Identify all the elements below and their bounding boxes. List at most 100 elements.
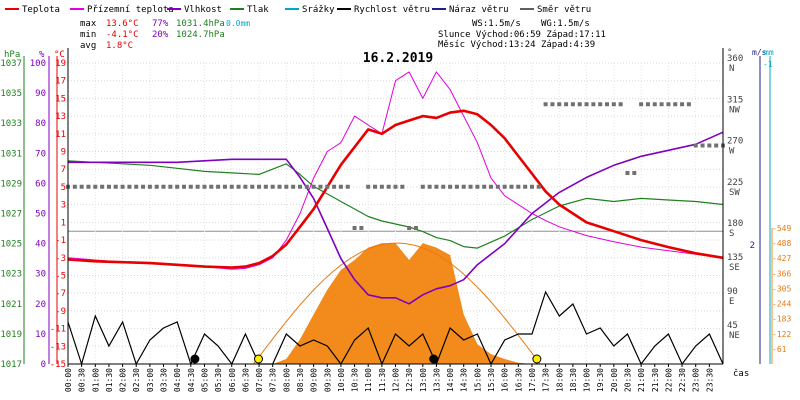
wind-direction-marker	[550, 102, 555, 107]
direction-degree-label: 45	[727, 321, 738, 331]
info-moon: Měsíc Východ:13:24 Západ:4:39	[438, 40, 595, 50]
wind-direction-marker	[141, 184, 146, 189]
wind-direction-marker	[291, 184, 296, 189]
temperature-tick-label: -7	[55, 289, 66, 299]
x-tick-label: 22:30	[678, 368, 687, 392]
direction-compass-label: E	[729, 297, 734, 307]
wind-direction-marker	[536, 184, 541, 189]
wind-direction-marker	[72, 184, 77, 189]
solar-tick-label: -122	[772, 330, 791, 339]
x-tick-label: 20:30	[624, 368, 633, 392]
wind-direction-marker	[407, 226, 412, 230]
wind-direction-marker	[147, 184, 152, 189]
wind-direction-marker	[686, 102, 691, 107]
direction-degree-label: 360	[727, 54, 743, 64]
humidity-tick-label: 30	[35, 270, 46, 280]
pressure-tick-label: 1027	[0, 210, 22, 220]
x-tick-label: 08:00	[282, 368, 291, 392]
solar-tick-label: -427	[772, 254, 791, 263]
x-tick-label: 07:30	[269, 368, 278, 392]
wind-direction-marker	[468, 184, 473, 189]
wind-direction-marker	[120, 184, 125, 189]
x-tick-label: 04:00	[173, 368, 182, 392]
wind-direction-marker	[345, 184, 350, 189]
temperature-tick-label: -11	[50, 325, 66, 335]
wind-direction-marker	[243, 184, 248, 189]
wind-direction-marker	[482, 184, 487, 189]
x-tick-label: 11:30	[378, 368, 387, 392]
x-tick-label: 05:30	[214, 368, 223, 392]
temperature-tick-label: 3	[61, 201, 66, 211]
ground-temperature-line	[67, 71, 724, 270]
legend-item-label: Směr větru	[537, 5, 591, 15]
wind-direction-marker	[707, 143, 712, 148]
wind-direction-marker	[598, 102, 603, 107]
temperature-tick-label: -15	[50, 360, 66, 370]
wind-direction-marker	[420, 184, 425, 189]
legend-item-label: Vlhkost	[184, 5, 222, 15]
x-tick-label: 19:30	[596, 368, 605, 392]
stat-max-rain: 0.0mm	[226, 19, 250, 28]
legend: Teplota Přízemní teplota Vlhkost Tlak Srážky…	[5, 5, 591, 15]
wind-direction-marker	[113, 184, 118, 189]
wind-direction-marker	[591, 102, 596, 107]
wind-direction-marker	[427, 184, 432, 189]
x-tick-label: 23:30	[705, 368, 714, 392]
pressure-tick-label: 1019	[0, 330, 22, 340]
sunrise-marker	[253, 354, 263, 364]
info-wg: WG:1.5m/s	[541, 19, 590, 29]
wind-direction-marker	[413, 226, 418, 230]
x-tick-label: 11:00	[364, 368, 373, 392]
rain-unit-label: mm	[764, 48, 774, 57]
humidity-tick-label: 80	[35, 119, 46, 129]
direction-degree-label: 270	[727, 137, 743, 147]
wind-direction-marker	[236, 184, 241, 189]
wind-direction-marker	[393, 184, 398, 189]
temperature-tick-label: 9	[61, 148, 66, 158]
chart-title: 16.2.2019	[363, 51, 433, 66]
x-tick-label: 14:00	[446, 368, 455, 392]
x-tick-label: 00:00	[64, 368, 73, 392]
temperature-tick-label: -13	[50, 342, 66, 352]
stat-min-hum: 20%	[152, 30, 169, 40]
rain-tick-label: -1	[763, 60, 773, 69]
wind-direction-marker	[222, 184, 227, 189]
humidity-unit-label: %	[39, 50, 45, 60]
wind-direction-marker	[134, 184, 139, 189]
wind-direction-marker	[714, 143, 719, 148]
wind-direction-marker	[366, 184, 371, 189]
wind-unit-label: m/s	[752, 48, 767, 57]
wind-direction-marker	[127, 184, 132, 189]
wind-direction-marker	[209, 184, 214, 189]
pressure-tick-label: 1033	[0, 119, 22, 129]
temperature-tick-label: 5	[61, 183, 66, 193]
x-tick-label: 15:30	[487, 368, 496, 392]
wind-direction-marker	[441, 184, 446, 189]
temperature-tick-label: -5	[55, 271, 66, 281]
wind-direction-marker	[386, 184, 391, 189]
wind-direction-marker	[564, 102, 569, 107]
temperature-tick-label: 15	[55, 94, 66, 104]
direction-unit-label: °	[727, 48, 732, 58]
wind-direction-marker	[229, 184, 234, 189]
x-tick-label: 03:30	[160, 368, 169, 392]
wind-tick-label: 2	[750, 241, 755, 251]
temperature-tick-label: 7	[61, 165, 66, 175]
wind-direction-marker	[352, 226, 357, 230]
x-tick-label: 07:00	[255, 368, 264, 392]
x-tick-label: 17:00	[528, 368, 537, 392]
wind-direction-marker	[700, 143, 705, 148]
solar-radiation-layer	[68, 242, 723, 365]
temperature-tick-label: -9	[55, 307, 66, 317]
info-sun: Slunce Východ:06:59 Západ:17:11	[438, 30, 606, 40]
wind-direction-marker	[195, 184, 200, 189]
x-tick-label: 17:30	[542, 368, 551, 392]
wind-direction-marker	[93, 184, 98, 189]
wind-direction-marker	[570, 102, 575, 107]
wind-direction-marker	[618, 102, 623, 107]
pressure-line	[67, 160, 724, 249]
wind-direction-marker	[304, 184, 309, 189]
direction-degree-label: 135	[727, 253, 743, 263]
wind-direction-marker	[461, 184, 466, 189]
wind-direction-marker	[693, 143, 698, 148]
